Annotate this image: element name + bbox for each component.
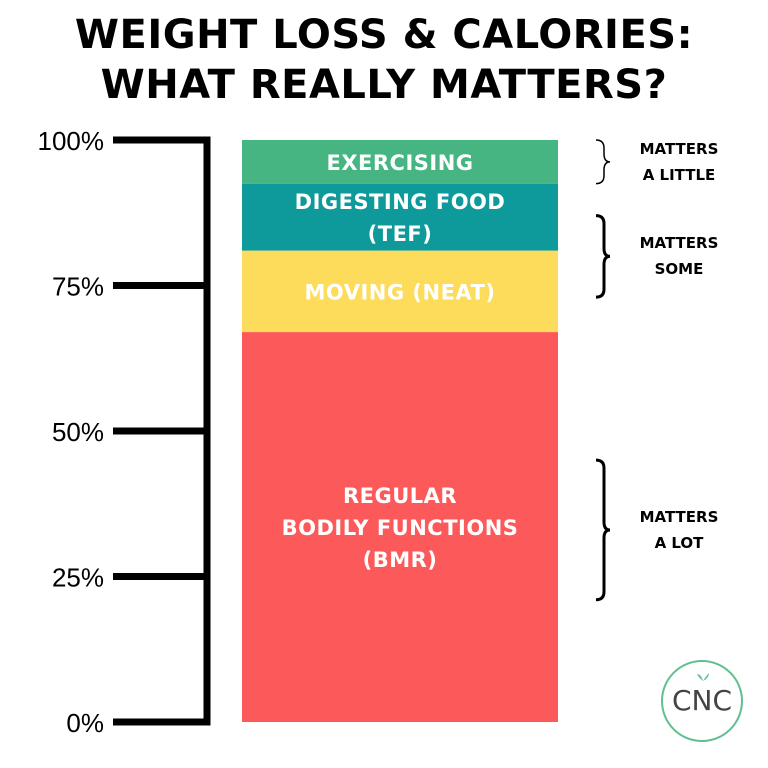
curly-brace	[595, 139, 611, 185]
annotation-line: MATTERS	[639, 139, 719, 158]
y-tick-label: 25%	[52, 563, 104, 593]
cnc-logo: CNC	[661, 660, 743, 742]
y-tick-label: 0%	[66, 708, 104, 738]
bar-segment	[242, 183, 558, 251]
curly-brace	[595, 214, 611, 299]
y-tick-label: 75%	[52, 272, 104, 302]
segment-label: MOVING (NEAT)	[305, 280, 496, 304]
annotation-line: MATTERS	[639, 507, 719, 526]
title-line-1: WEIGHT LOSS & CALORIES:	[74, 12, 694, 58]
segment-label: DIGESTING FOOD	[295, 190, 506, 214]
segment-label: EXERCISING	[326, 151, 473, 175]
annotation-line: MATTERS	[639, 234, 719, 253]
annotation-line: A LOT	[654, 533, 704, 552]
title-line-2: WHAT REALLY MATTERS?	[100, 62, 668, 108]
segment-label: (BMR)	[363, 548, 438, 572]
logo-text: CNC	[671, 684, 733, 717]
curly-brace	[595, 458, 611, 602]
segment-label: (TEF)	[368, 222, 433, 246]
bar-segment	[242, 332, 558, 722]
annotation-label: MATTERS A LITTLE	[624, 136, 734, 188]
annotation-label: MATTERS A LOT	[624, 504, 734, 556]
segment-label: REGULAR	[343, 484, 457, 508]
y-tick-label: 50%	[52, 417, 104, 447]
bar-segment	[242, 140, 558, 184]
annotation-label: MATTERS SOME	[624, 230, 734, 282]
annotation-line: A LITTLE	[642, 165, 716, 184]
bar-segment	[242, 250, 558, 333]
chart-title: WEIGHT LOSS & CALORIES: WHAT REALLY MATT…	[0, 10, 768, 110]
y-tick-label: 100%	[38, 126, 105, 156]
segment-label: BODILY FUNCTIONS	[282, 516, 519, 540]
annotation-line: SOME	[654, 260, 704, 279]
leaf-icon	[697, 673, 709, 681]
